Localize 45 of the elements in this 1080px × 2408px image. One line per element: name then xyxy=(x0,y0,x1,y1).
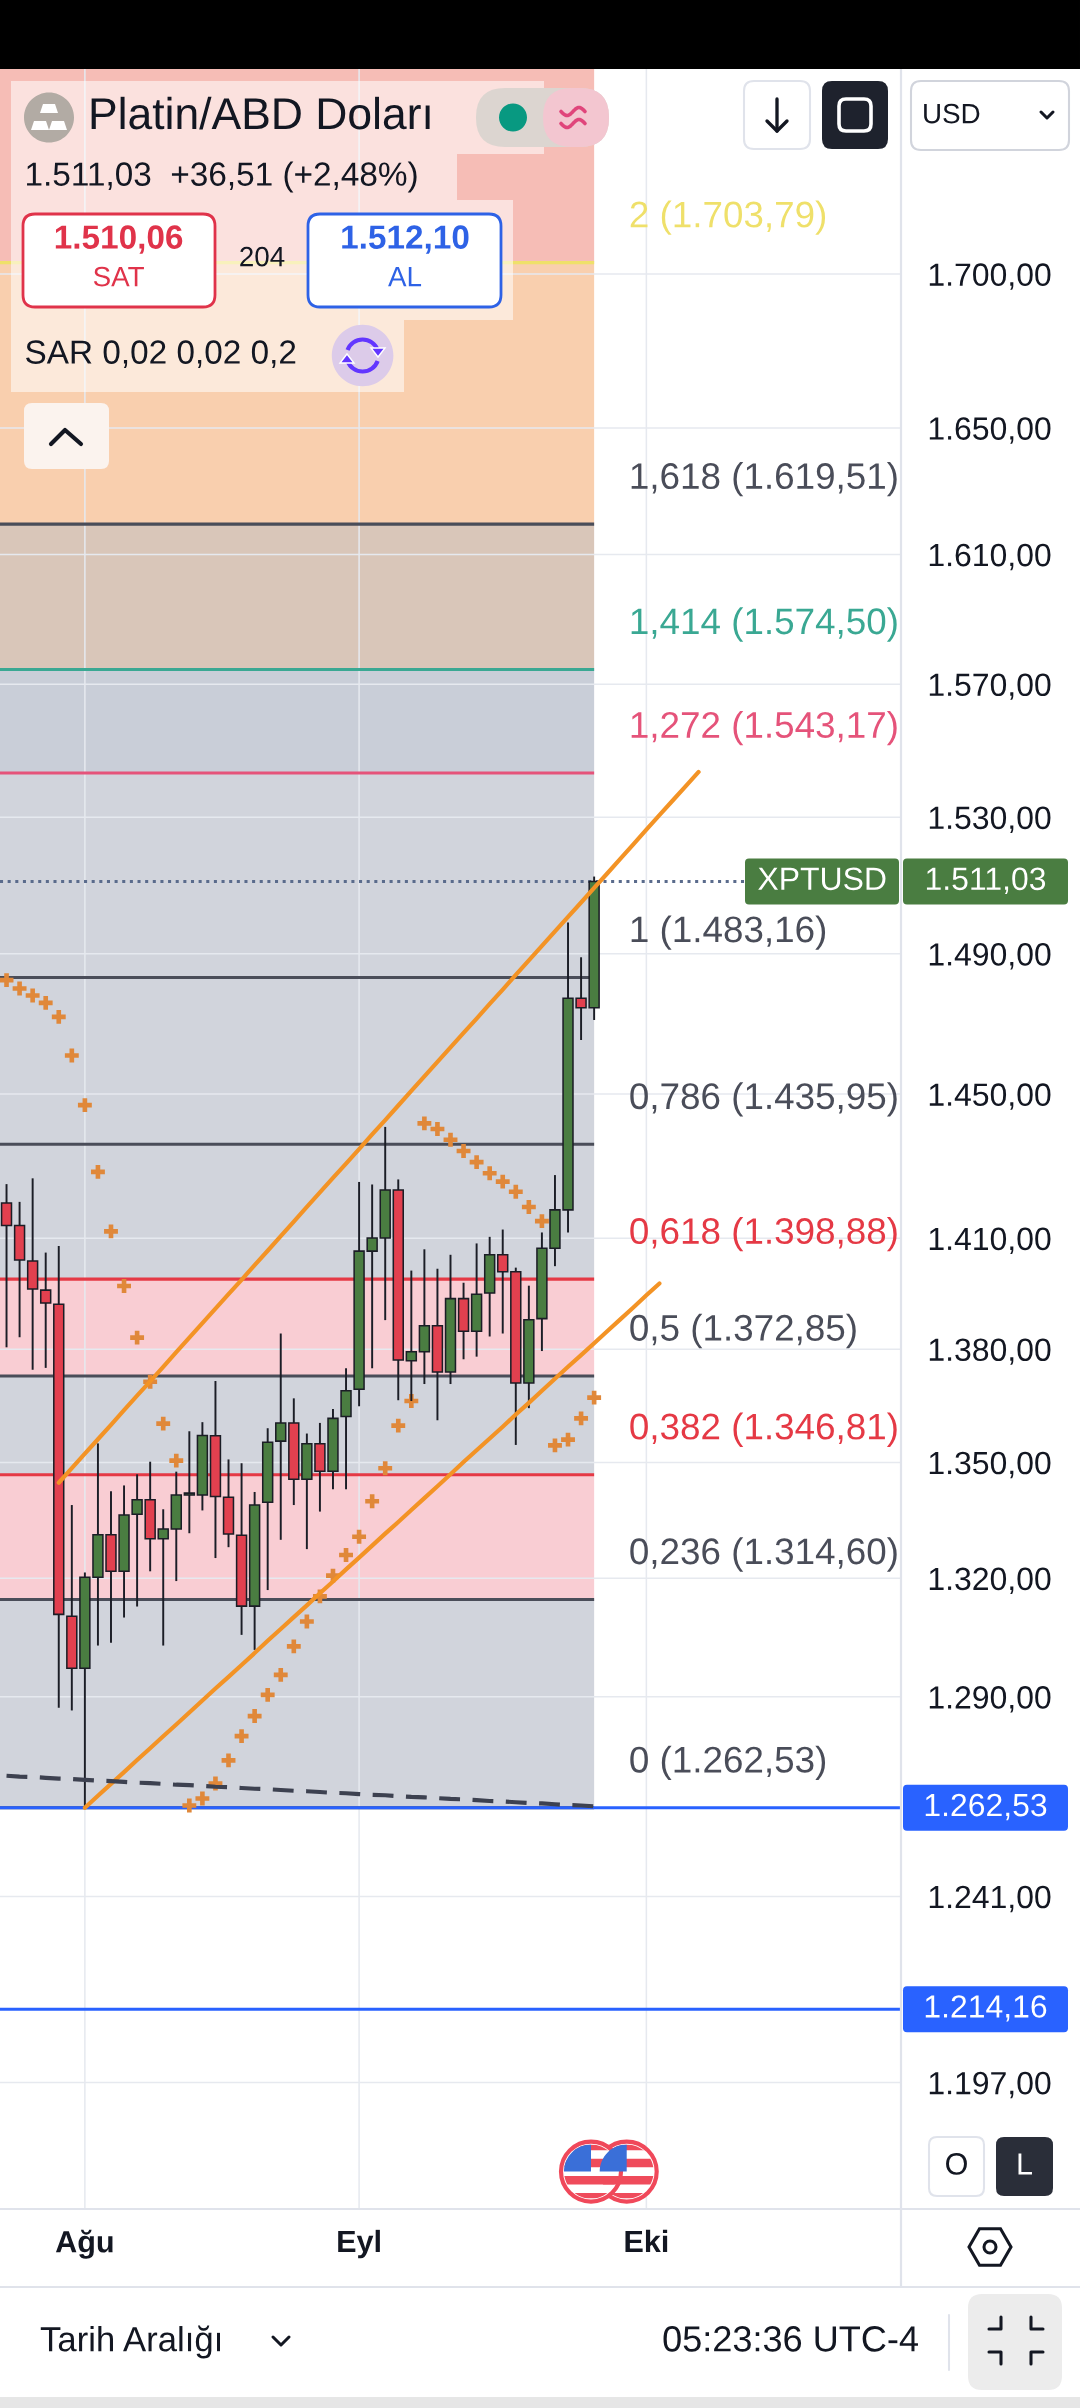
y-tick-label: 1.570,00 xyxy=(929,673,1051,700)
annotation: 1.510,06 xyxy=(55,225,183,254)
ref-line-label: 0,5 (1.372,85) xyxy=(630,1313,856,1349)
ref-line-label: 0 (1.262,53) xyxy=(630,1745,826,1781)
annotation: SAT xyxy=(93,266,144,287)
text: USD xyxy=(924,103,980,124)
chart-title: Platin/ABD Doları xyxy=(91,96,430,130)
y-tick-label: 1.410,00 xyxy=(929,1227,1051,1254)
y-tick-label: 1.380,00 xyxy=(929,1338,1051,1365)
x-tick-label: Eki xyxy=(625,2229,668,2252)
y-tick-label: 1.610,00 xyxy=(929,543,1051,571)
text: 1.511,03 +36,51 (+2,48%) xyxy=(27,161,417,193)
text: 1.214,16 xyxy=(925,1995,1047,2022)
text: 1.511,03 xyxy=(926,867,1046,894)
text: Tarih Aralığı xyxy=(40,2325,221,2359)
ref-line-label: 0,618 (1.398,88) xyxy=(630,1217,897,1252)
ref-line-label: 0,236 (1.314,60) xyxy=(630,1537,897,1572)
annotation: AL xyxy=(388,267,422,287)
x-tick-label: Ağu xyxy=(55,2229,113,2259)
y-tick-label: 1.650,00 xyxy=(929,417,1051,444)
ref-line-label: 2 (1.703,79) xyxy=(630,200,826,235)
y-tick-label: 1.241,00 xyxy=(929,1885,1051,1913)
y-tick-label: 1.290,00 xyxy=(929,1686,1051,1713)
text: L xyxy=(1018,2153,1032,2175)
ref-line-label: 0,382 (1.346,81) xyxy=(630,1412,897,1447)
x-tick-label: Eyl xyxy=(338,2229,380,2259)
ref-line-label: 1 (1.483,16) xyxy=(631,915,826,950)
ref-line-label: 0,786 (1.435,95) xyxy=(630,1082,897,1117)
y-tick-label: 1.700,00 xyxy=(929,263,1051,290)
ref-line-label: 1,618 (1.619,51) xyxy=(631,462,897,497)
y-tick-label: 1.350,00 xyxy=(929,1451,1051,1479)
y-tick-label: 1.490,00 xyxy=(929,943,1051,970)
y-tick-label: 1.320,00 xyxy=(929,1567,1051,1594)
y-tick-label: 1.450,00 xyxy=(929,1083,1051,1110)
annotation: 204 xyxy=(240,246,285,267)
y-tick-label: 1.530,00 xyxy=(929,806,1051,833)
text: 05:23:36 UTC-4 xyxy=(663,2326,918,2352)
annotation: SAR 0,02 0,02 0,2 xyxy=(26,340,296,368)
ref-line-label: 1,414 (1.574,50) xyxy=(631,607,897,642)
annotation: XPTUSD xyxy=(758,867,886,891)
ref-line-label: 1,272 (1.543,17) xyxy=(631,710,897,746)
annotation: 1.512,10 xyxy=(342,225,469,254)
text: O xyxy=(946,2153,967,2175)
text: 1.262,53 xyxy=(925,1793,1047,1821)
y-tick-label: 1.197,00 xyxy=(929,2071,1051,2099)
